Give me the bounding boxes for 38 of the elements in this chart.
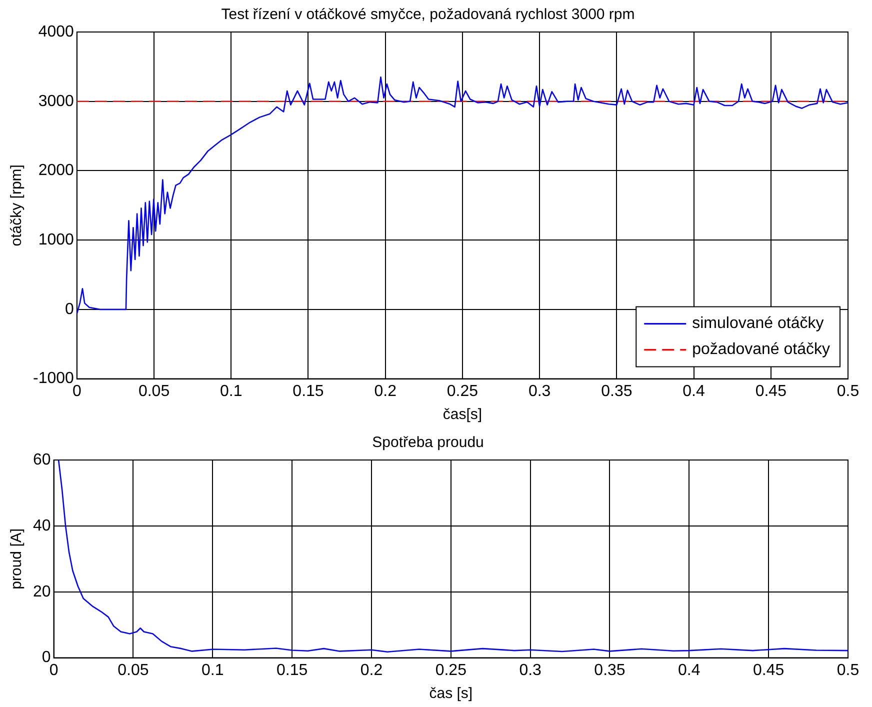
y-tick-label: 2000 xyxy=(38,162,74,180)
x-tick-label: 0.45 xyxy=(755,382,787,400)
x-tick-label: 0.5 xyxy=(836,382,860,400)
chart-title: Spotřeba proudu xyxy=(372,434,484,452)
y-tick-label: 1000 xyxy=(38,231,74,248)
y-tick-label: 0 xyxy=(65,300,74,318)
y-tick-label: 40 xyxy=(33,517,51,534)
x-tick-label: 0.1 xyxy=(202,662,224,679)
y-tick-label: 20 xyxy=(33,583,51,600)
x-tick-label: 0.2 xyxy=(374,382,397,400)
x-tick-label: 0.1 xyxy=(220,382,242,400)
chart-title: Test řízení v otáčkové smyčce, požadovaná rychlost 3000 rpm xyxy=(221,6,635,24)
x-tick-label: 0.2 xyxy=(360,662,383,679)
y-tick-label: -1000 xyxy=(33,370,74,388)
y-tick-label: 3000 xyxy=(38,92,74,110)
x-tick-label: 0.15 xyxy=(276,662,308,679)
x-tick-label: 0.3 xyxy=(528,382,551,400)
x-tick-label: 0.35 xyxy=(601,382,632,400)
y-tick-label: 0 xyxy=(42,649,51,666)
x-tick-label: 0.3 xyxy=(519,662,542,679)
x-axis-title: čas [s] xyxy=(429,685,473,702)
x-tick-label: 0.35 xyxy=(594,662,626,679)
y-tick-label: 60 xyxy=(33,451,51,468)
x-tick-label: 0.25 xyxy=(446,382,478,400)
legend-label: požadované otáčky xyxy=(692,341,830,358)
x-tick-label: 0.25 xyxy=(435,662,467,679)
x-tick-label: 0.15 xyxy=(292,382,324,400)
x-axis-title: čas[s] xyxy=(442,406,482,424)
x-tick-label: 0.4 xyxy=(682,382,706,400)
x-tick-label: 0.05 xyxy=(138,382,170,400)
x-tick-label: 0.05 xyxy=(118,662,149,679)
y-axis-title: proud [A] xyxy=(8,528,26,590)
y-axis-title: otáčky [rpm] xyxy=(8,164,26,246)
x-tick-label: 0.5 xyxy=(836,662,860,679)
x-tick-label: 0.45 xyxy=(753,662,784,679)
x-tick-label: 0.4 xyxy=(678,662,700,679)
y-tick-label: 4000 xyxy=(38,23,74,40)
legend-label: simulované otáčky xyxy=(692,315,824,332)
